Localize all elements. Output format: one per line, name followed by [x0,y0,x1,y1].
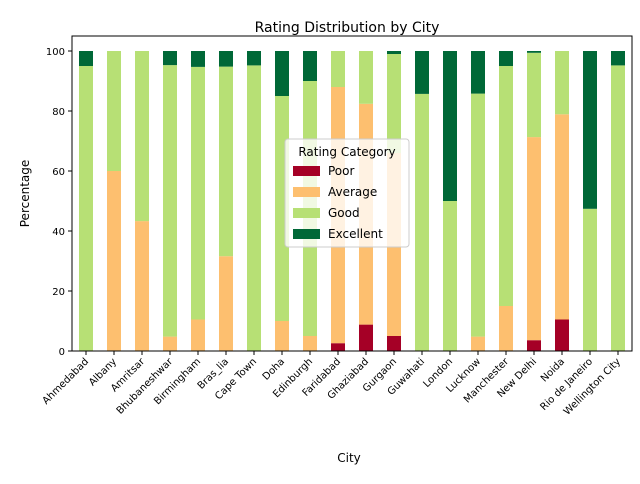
y-tick-label: 40 [52,227,65,238]
bar-segment-average [135,221,149,351]
bar-segment-good [219,67,233,257]
bar-segment-good [443,201,457,351]
bar-segment-poor [387,336,401,351]
y-tick-label: 80 [52,107,65,118]
y-tick-label: 0 [59,347,65,358]
legend-label-excellent: Excellent [328,227,383,241]
bar-segment-good [135,51,149,221]
bar-segment-average [303,336,317,351]
bar-segment-excellent [387,51,401,54]
bar-segment-excellent [275,51,289,96]
y-tick-label: 60 [52,167,65,178]
bar-segment-poor [359,325,373,351]
bar-segment-excellent [583,51,597,209]
x-axis-label: City [337,451,361,465]
bar-segment-good [555,51,569,114]
legend-swatch-poor [293,166,320,176]
x-axis: AhmedabadAlbanyAmritsarBhubaneshwarBirmi… [41,351,624,418]
bar-segment-poor [527,340,541,351]
y-tick-label: 20 [52,287,65,298]
bar-segment-poor [331,343,345,351]
bar-segment-average [163,337,177,351]
bar-segment-average [275,321,289,351]
bar-segment-good [79,66,93,351]
bar-segment-excellent [303,51,317,81]
bar-segment-good [471,94,485,337]
bar-segment-excellent [499,51,513,66]
bar-segment-good [499,66,513,306]
bar-segment-excellent [191,51,205,67]
bar-segment-excellent [611,51,625,65]
x-tick-label: Ahmedabad [41,356,91,406]
bar-segment-poor [555,320,569,352]
bar-segment-average [471,337,485,351]
bar-segment-excellent [443,51,457,201]
legend-swatch-excellent [293,229,320,239]
bar-segment-excellent [247,51,261,65]
bar-segment-average [191,320,205,352]
bar-segment-good [191,67,205,320]
chart-title: Rating Distribution by City [255,20,440,36]
x-tick-label: Doha [261,356,287,382]
bar-segment-good [331,51,345,87]
bar-segment-average [527,137,541,340]
bar-segment-good [583,209,597,351]
bar-segment-good [387,54,401,153]
legend-label-good: Good [328,206,360,220]
bar-segment-excellent [415,51,429,94]
bar-segment-good [163,65,177,337]
bar-segment-average [499,306,513,351]
y-axis-label: Percentage [18,160,32,228]
y-axis: 0 20 40 60 80 100 [46,47,72,358]
legend: Rating Category Poor Average Good Excellent [285,139,409,247]
bar-segment-good [527,53,541,137]
bar-segment-good [107,51,121,171]
bar-segment-average [555,114,569,319]
bar-segment-excellent [471,51,485,94]
legend-title: Rating Category [298,145,395,159]
legend-swatch-good [293,208,320,218]
bar-segment-good [247,65,261,351]
legend-label-average: Average [328,185,377,199]
bar-segment-excellent [163,51,177,65]
bar-segment-excellent [79,51,93,66]
bar-segment-average [219,256,233,351]
y-tick-label: 100 [46,47,65,58]
legend-label-poor: Poor [328,164,354,178]
bar-segment-excellent [527,51,541,53]
bar-segment-good [359,51,373,104]
bar-segment-excellent [219,51,233,67]
bar-segment-average [107,171,121,351]
bar-segment-good [611,65,625,351]
legend-swatch-average [293,187,320,197]
bar-segment-good [415,94,429,351]
